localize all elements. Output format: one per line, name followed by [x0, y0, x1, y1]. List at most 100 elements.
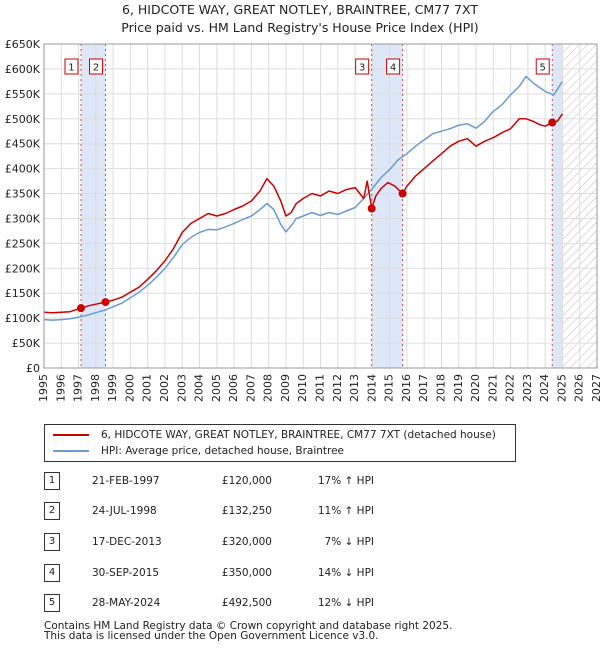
x-tick-label: 2013: [348, 374, 361, 402]
sale-number-badge: 2: [44, 502, 60, 520]
title-line-1: 6, HIDCOTE WAY, GREAT NOTLEY, BRAINTREE,…: [122, 2, 478, 17]
sale-band-1: [80, 44, 106, 368]
x-tick-label: 2005: [210, 374, 223, 402]
y-tick-label: £150K: [5, 287, 41, 300]
x-tick-label: 2016: [400, 374, 413, 402]
x-tick-label: 1996: [54, 374, 67, 402]
x-tick-label: 2022: [504, 374, 517, 402]
x-tick-label: 2006: [227, 374, 240, 402]
hpi-line: [43, 75, 564, 321]
y-tick-label: £450K: [5, 138, 41, 151]
x-tick-label: 2010: [296, 374, 309, 402]
x-tick-label: 2023: [521, 374, 534, 402]
x-tick-label: 2003: [175, 374, 188, 402]
sale-label-number: 3: [359, 63, 365, 74]
sale-point: [101, 298, 110, 307]
y-tick-label: £300K: [5, 212, 41, 225]
footer-licence: This data is licensed under the Open Gov…: [44, 630, 379, 642]
sale-hpi-diff: 7% ↓ HPI: [324, 536, 374, 548]
legend-label-property: 6, HIDCOTE WAY, GREAT NOTLEY, BRAINTREE,…: [101, 429, 496, 441]
sale-label-box: [89, 58, 104, 75]
x-tick-label: 1997: [72, 374, 85, 402]
sale-point: [548, 118, 557, 127]
x-tick-label: 1995: [37, 374, 50, 402]
sale-date: 17-DEC-2013: [92, 536, 162, 548]
table-row: 1 21-FEB-1997 £120,000 17% ↑ HPI: [44, 472, 564, 490]
x-tick-label: 2008: [262, 374, 275, 402]
title-line-2: Price paid vs. HM Land Registry's House …: [121, 20, 479, 35]
x-tick-label: 2009: [279, 374, 292, 402]
sale-number-badge: 4: [44, 564, 60, 582]
sale-label-box: [535, 58, 550, 75]
footer-copyright: Contains HM Land Registry data © Crown c…: [44, 620, 453, 632]
x-tick-label: 1998: [89, 374, 102, 402]
sale-hpi-diff: 11% ↑ HPI: [317, 505, 374, 517]
sale-price: £492,500: [221, 597, 272, 609]
x-tick-label: 2011: [314, 374, 327, 402]
x-tick-label: 2017: [417, 374, 430, 402]
x-tick-label: 2024: [538, 374, 551, 402]
y-tick-label: £350K: [5, 188, 41, 201]
x-tick-label: 1999: [106, 374, 119, 402]
sale-label-box: [64, 58, 79, 75]
legend-item-hpi: HPI: Average price, detached house, Brai…: [53, 443, 344, 459]
sale-number-badge: 5: [44, 594, 60, 612]
sale-label-box: [386, 58, 401, 75]
x-tick-label: 2018: [434, 374, 447, 402]
table-row: 2 24-JUL-1998 £132,250 11% ↑ HPI: [44, 502, 564, 520]
x-tick-label: 2021: [486, 374, 499, 402]
legend-swatch-property: [53, 434, 89, 436]
sale-price: £320,000: [221, 536, 272, 548]
sale-band-3: [552, 44, 563, 368]
table-row: 5 28-MAY-2024 £492,500 12% ↓ HPI: [44, 594, 564, 612]
x-tick-label: 2026: [573, 374, 586, 402]
sale-label-box: [355, 58, 370, 75]
chart-title: 6, HIDCOTE WAY, GREAT NOTLEY, BRAINTREE,…: [0, 0, 600, 36]
x-tick-label: 2027: [590, 374, 600, 402]
y-tick-label: £550K: [5, 88, 41, 101]
sale-hpi-diff: 14% ↓ HPI: [317, 567, 374, 579]
x-tick-label: 2014: [365, 374, 378, 402]
sale-price: £350,000: [221, 567, 272, 579]
sale-point: [367, 204, 376, 213]
sale-number-badge: 1: [44, 472, 60, 490]
sale-label-number: 2: [93, 63, 99, 74]
x-tick-label: 2015: [383, 374, 396, 402]
sale-price: £120,000: [221, 475, 272, 487]
sale-date: 30-SEP-2015: [92, 567, 160, 579]
sale-label-number: 4: [390, 63, 396, 74]
y-tick-label: £500K: [5, 113, 41, 126]
x-tick-label: 2001: [141, 374, 154, 402]
sale-date: 24-JUL-1998: [92, 505, 157, 517]
footer: Contains HM Land Registry data © Crown c…: [44, 620, 453, 642]
sale-label-number: 1: [68, 63, 74, 74]
x-tick-label: 2007: [244, 374, 257, 402]
x-tick-label: 2019: [452, 374, 465, 402]
y-tick-label: £100K: [5, 312, 41, 325]
price-chart: £0 £50K £100K £150K £200K £250K £300K £350K £400…: [5, 38, 600, 402]
legend-label-hpi: HPI: Average price, detached house, Brai…: [101, 445, 345, 457]
y-tick-label: £50K: [12, 337, 41, 350]
table-row: 4 30-SEP-2015 £350,000 14% ↓ HPI: [44, 564, 564, 582]
sale-number-badge: 3: [44, 533, 60, 551]
sale-hpi-diff: 17% ↑ HPI: [317, 475, 374, 487]
y-tick-label: £200K: [5, 262, 41, 275]
x-tick-label: 2002: [158, 374, 171, 402]
sale-label-number: 5: [540, 63, 546, 74]
sale-date: 28-MAY-2024: [92, 597, 161, 609]
sale-band-2: [371, 44, 403, 368]
y-tick-label: £600K: [5, 63, 41, 76]
sale-point: [76, 304, 85, 313]
y-tick-label: £650K: [5, 38, 41, 51]
sale-price: £132,250: [221, 505, 272, 517]
sale-hpi-diff: 12% ↓ HPI: [317, 597, 374, 609]
legend-item-property: 6, HIDCOTE WAY, GREAT NOTLEY, BRAINTREE,…: [53, 427, 496, 443]
y-tick-label: £400K: [5, 163, 41, 176]
legend: 6, HIDCOTE WAY, GREAT NOTLEY, BRAINTREE,…: [44, 424, 516, 462]
plot-frame: [43, 43, 598, 369]
property-price-line: [43, 113, 564, 314]
x-tick-label: 2025: [555, 374, 568, 402]
y-tick-label: £0: [26, 362, 40, 375]
table-row: 3 17-DEC-2013 £320,000 7% ↓ HPI: [44, 533, 564, 551]
x-tick-label: 2012: [331, 374, 344, 402]
